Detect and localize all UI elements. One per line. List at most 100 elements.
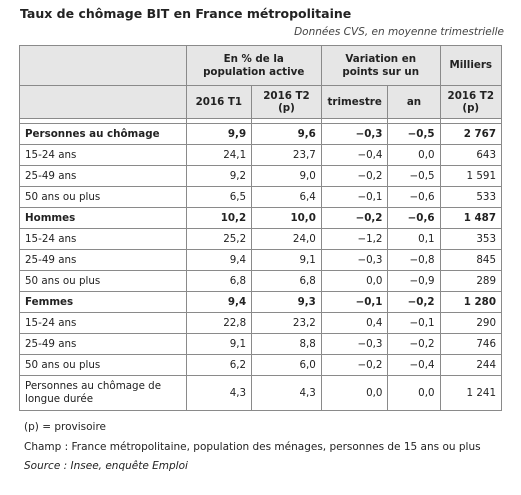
cell-an: −0,2 xyxy=(387,333,441,355)
cell-an: 0,1 xyxy=(387,228,441,250)
cell-2016t2: 23,2 xyxy=(251,312,322,334)
table-row: 15-24 ans 25,2 24,0 −1,2 0,1 353 xyxy=(19,228,503,250)
cell-2016t1: 9,1 xyxy=(185,333,253,355)
cell-milliers: 845 xyxy=(439,249,503,271)
cell-an: −0,2 xyxy=(387,291,441,313)
cell-2016t2: 4,3 xyxy=(251,375,322,411)
row-label: 15-24 ans xyxy=(19,312,187,334)
header-row-groups: En % de la population active Variation e… xyxy=(19,45,503,86)
cell-an: −0,6 xyxy=(387,186,441,208)
table-row: 50 ans ou plus 6,8 6,8 0,0 −0,9 289 xyxy=(19,270,503,292)
table-row: 15-24 ans 22,8 23,2 0,4 −0,1 290 xyxy=(19,312,503,334)
cell-trimestre: −0,2 xyxy=(320,165,389,187)
cell-milliers: 353 xyxy=(439,228,503,250)
cell-2016t2: 10,0 xyxy=(251,207,322,229)
cell-milliers: 746 xyxy=(439,333,503,355)
cell-2016t2: 6,4 xyxy=(251,186,322,208)
header-corner xyxy=(19,45,187,86)
row-label: 25-49 ans xyxy=(19,333,187,355)
cell-2016t2: 23,7 xyxy=(251,144,322,166)
note-champ: Champ : France métropolitaine, populatio… xyxy=(24,441,481,454)
row-label: 50 ans ou plus xyxy=(19,354,187,376)
note-provisoire: (p) = provisoire xyxy=(24,421,106,433)
row-label: 25-49 ans xyxy=(19,165,187,187)
header-group-variation: Variation en points sur un xyxy=(320,45,441,86)
cell-2016t1: 6,5 xyxy=(185,186,253,208)
row-label: Personnes au chômage de longue durée xyxy=(19,375,187,411)
note-source: Source : Insee, enquête Emploi xyxy=(24,460,188,473)
table-row: Hommes 10,2 10,0 −0,2 −0,6 1 487 xyxy=(19,207,503,229)
cell-trimestre: 0,0 xyxy=(320,270,389,292)
cell-2016t2: 6,8 xyxy=(251,270,322,292)
header-group-percent: En % de la population active xyxy=(185,45,322,86)
cell-milliers: 533 xyxy=(439,186,503,208)
header-row-columns: 2016 T1 2016 T2 (p) trimestre an 2016 T2… xyxy=(19,85,503,119)
header-col-milliers-2016t2: 2016 T2 (p) xyxy=(439,85,503,119)
table-row: 15-24 ans 24,1 23,7 −0,4 0,0 643 xyxy=(19,144,503,166)
row-label: Personnes au chômage xyxy=(19,123,187,145)
cell-an: −0,4 xyxy=(387,354,441,376)
cell-trimestre: 0,0 xyxy=(320,375,389,411)
cell-2016t1: 10,2 xyxy=(185,207,253,229)
cell-trimestre: −0,2 xyxy=(320,207,389,229)
row-label: 50 ans ou plus xyxy=(19,270,187,292)
header-col-trimestre: trimestre xyxy=(320,85,389,119)
cell-2016t2: 6,0 xyxy=(251,354,322,376)
cell-milliers: 1 280 xyxy=(439,291,503,313)
cell-2016t1: 25,2 xyxy=(185,228,253,250)
row-label: 50 ans ou plus xyxy=(19,186,187,208)
table-row: 50 ans ou plus 6,2 6,0 −0,2 −0,4 244 xyxy=(19,354,503,376)
cell-trimestre: 0,4 xyxy=(320,312,389,334)
cell-2016t2: 9,3 xyxy=(251,291,322,313)
cell-milliers: 289 xyxy=(439,270,503,292)
cell-an: −0,5 xyxy=(387,123,441,145)
cell-milliers: 1 591 xyxy=(439,165,503,187)
table-row: 25-49 ans 9,2 9,0 −0,2 −0,5 1 591 xyxy=(19,165,503,187)
table-row: 50 ans ou plus 6,5 6,4 −0,1 −0,6 533 xyxy=(19,186,503,208)
cell-milliers: 1 241 xyxy=(439,375,503,411)
cell-an: −0,9 xyxy=(387,270,441,292)
cell-trimestre: −0,3 xyxy=(320,123,389,145)
cell-2016t1: 22,8 xyxy=(185,312,253,334)
cell-trimestre: −0,3 xyxy=(320,333,389,355)
cell-trimestre: −0,4 xyxy=(320,144,389,166)
cell-2016t1: 9,2 xyxy=(185,165,253,187)
cell-trimestre: −0,2 xyxy=(320,354,389,376)
cell-2016t2: 24,0 xyxy=(251,228,322,250)
cell-2016t1: 24,1 xyxy=(185,144,253,166)
row-label: Femmes xyxy=(19,291,187,313)
cell-2016t1: 9,9 xyxy=(185,123,253,145)
row-label: 15-24 ans xyxy=(19,144,187,166)
table-notes: (p) = provisoire Champ : France métropol… xyxy=(24,420,504,474)
cell-2016t1: 6,2 xyxy=(185,354,253,376)
cell-an: −0,1 xyxy=(387,312,441,334)
cell-2016t2: 9,1 xyxy=(251,249,322,271)
table-row: Personnes au chômage de longue durée 4,3 4… xyxy=(19,375,503,411)
cell-milliers: 1 487 xyxy=(439,207,503,229)
cell-milliers: 2 767 xyxy=(439,123,503,145)
table-row: Femmes 9,4 9,3 −0,1 −0,2 1 280 xyxy=(19,291,503,313)
cell-2016t2: 9,6 xyxy=(251,123,322,145)
cell-trimestre: −0,3 xyxy=(320,249,389,271)
table-subtitle: Données CVS, en moyenne trimestrielle xyxy=(294,26,504,38)
cell-an: −0,6 xyxy=(387,207,441,229)
cell-2016t2: 8,8 xyxy=(251,333,322,355)
cell-2016t1: 4,3 xyxy=(185,375,253,411)
table-row: 25-49 ans 9,4 9,1 −0,3 −0,8 845 xyxy=(19,249,503,271)
cell-2016t1: 9,4 xyxy=(185,291,253,313)
cell-milliers: 643 xyxy=(439,144,503,166)
cell-2016t2: 9,0 xyxy=(251,165,322,187)
cell-2016t1: 9,4 xyxy=(185,249,253,271)
cell-trimestre: −0,1 xyxy=(320,291,389,313)
cell-trimestre: −1,2 xyxy=(320,228,389,250)
cell-2016t1: 6,8 xyxy=(185,270,253,292)
row-label: 15-24 ans xyxy=(19,228,187,250)
table-row: 25-49 ans 9,1 8,8 −0,3 −0,2 746 xyxy=(19,333,503,355)
cell-an: 0,0 xyxy=(387,144,441,166)
table-title: Taux de chômage BIT en France métropolit… xyxy=(20,6,352,21)
cell-an: −0,5 xyxy=(387,165,441,187)
cell-milliers: 244 xyxy=(439,354,503,376)
header-col-2016t1: 2016 T1 xyxy=(185,85,253,119)
table-row: Personnes au chômage 9,9 9,6 −0,3 −0,5 2 767 xyxy=(19,123,503,145)
header-corner-2 xyxy=(19,85,187,119)
